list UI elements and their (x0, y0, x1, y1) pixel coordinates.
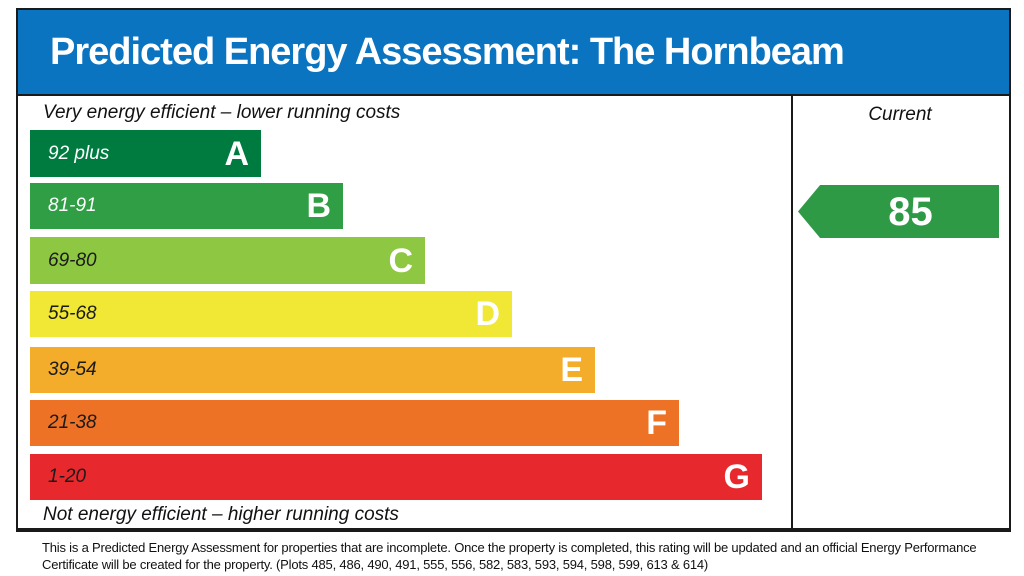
page-title: Predicted Energy Assessment: The Hornbea… (50, 30, 845, 73)
current-rating-value: 85 (888, 189, 933, 234)
footer-note: This is a Predicted Energy Assessment fo… (42, 540, 977, 572)
chart-body: Very energy efficient – lower running co… (18, 96, 1009, 528)
epc-chart-panel: Predicted Energy Assessment: The Hornbea… (16, 8, 1011, 532)
band-row-g: 1-20 G (30, 454, 762, 500)
header-bar: Predicted Energy Assessment: The Hornbea… (18, 10, 1009, 96)
band-range-label: 69-80 (48, 249, 97, 271)
band-range-label: 55-68 (48, 303, 97, 324)
band-letter: B (306, 187, 331, 225)
band-range-label: 81-91 (48, 195, 97, 216)
band-letter: A (224, 134, 249, 173)
band-row-a: 92 plus A (30, 130, 261, 177)
top-caption: Very energy efficient – lower running co… (43, 102, 401, 123)
band-letter: C (388, 241, 413, 280)
band-letter: F (646, 404, 667, 442)
band-range-label: 92 plus (48, 142, 110, 164)
band-range-label: 39-54 (48, 359, 97, 380)
band-row-d: 55-68 D (30, 291, 512, 337)
current-column: Current (791, 96, 1007, 528)
band-letter: G (723, 458, 750, 496)
band-row-e: 39-54 E (30, 347, 595, 393)
band-range-label: 21-38 (48, 412, 97, 433)
band-letter: D (475, 295, 500, 333)
bottom-caption: Not energy efficient – higher running co… (43, 504, 399, 525)
band-row-b: 81-91 B (30, 183, 343, 229)
band-range-label: 1-20 (48, 466, 87, 487)
band-letter: E (560, 351, 583, 389)
band-row-f: 21-38 F (30, 400, 679, 446)
current-rating-arrow: 85 (798, 185, 999, 238)
current-column-header: Current (868, 104, 932, 125)
band-row-c: 69-80 C (30, 237, 425, 284)
